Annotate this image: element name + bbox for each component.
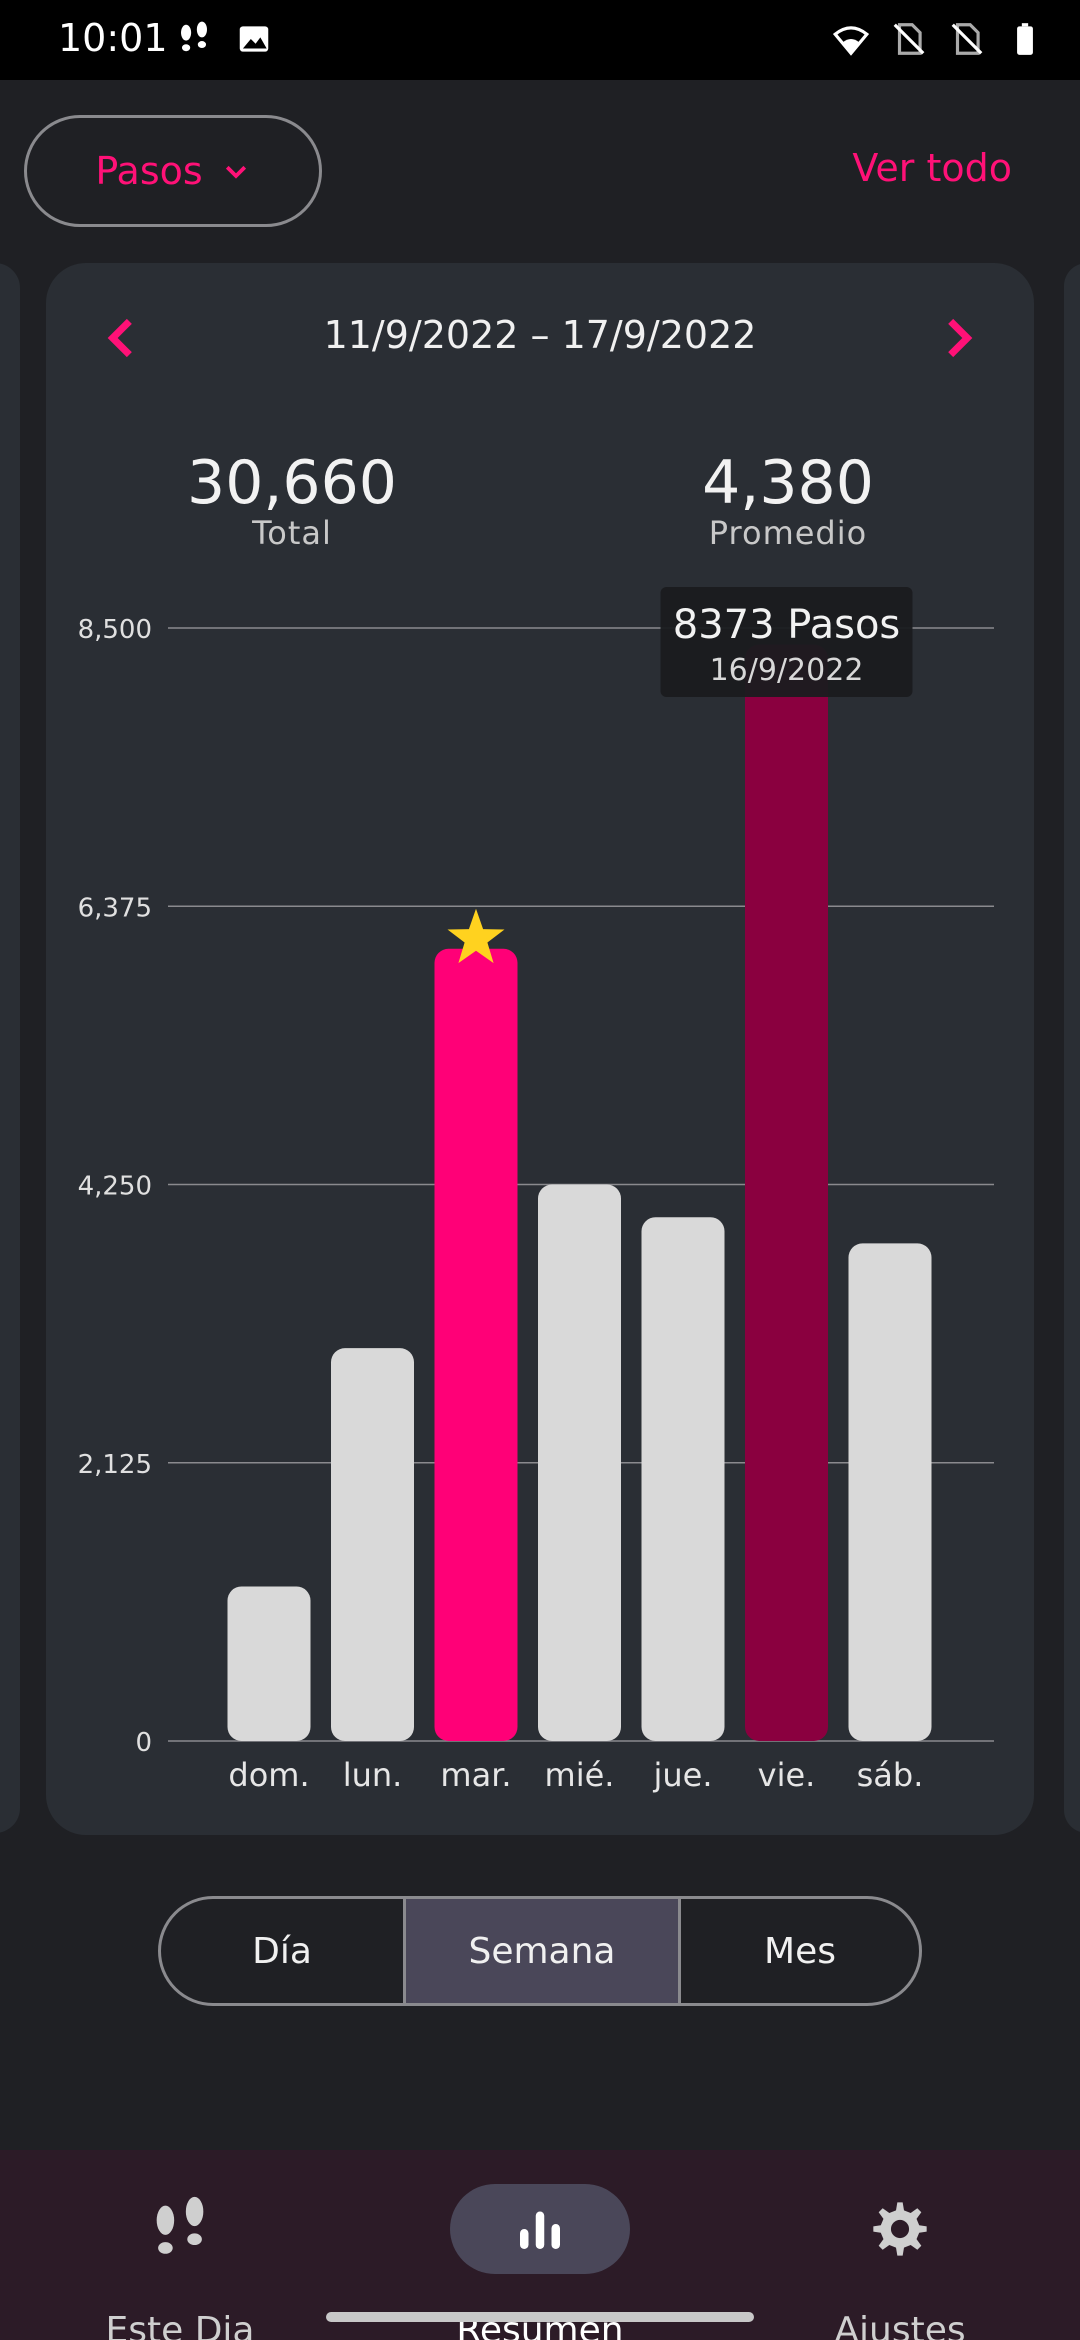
total-label: Total (252, 514, 332, 552)
metric-dropdown[interactable]: Pasos (24, 115, 322, 227)
home-indicator[interactable] (326, 2312, 754, 2322)
period-selector: Día Semana Mes (158, 1896, 922, 2006)
summary-card: 11/9/2022 – 17/9/2022 30,660 Total 4,380… (46, 263, 1034, 1835)
total-stat: 30,660 Total (142, 448, 442, 552)
battery-icon (1017, 23, 1033, 55)
wifi-icon (832, 26, 870, 56)
tab-semana[interactable]: Semana (406, 1899, 681, 2003)
chevron-down-icon (225, 165, 246, 179)
bar-chart-icon (520, 2211, 560, 2249)
app-screen: Pasos Ver todo 11/9/2022 – 17/9/2022 30,… (0, 80, 1080, 2340)
total-value: 30,660 (187, 448, 397, 518)
see-all-link[interactable]: Ver todo (852, 146, 1012, 190)
average-stat: 4,380 Promedio (638, 448, 938, 552)
image-icon (239, 26, 269, 52)
footsteps-icon (156, 2196, 204, 2254)
previous-card-peek[interactable] (0, 263, 20, 1833)
average-value: 4,380 (702, 448, 874, 518)
no-sim-icon (893, 23, 925, 55)
nav-label-ajustes: Ajustes (834, 2310, 966, 2340)
average-label: Promedio (708, 514, 868, 552)
chevron-left-icon[interactable] (96, 313, 146, 363)
metric-label: Pasos (95, 149, 203, 193)
date-range: 11/9/2022 – 17/9/2022 (323, 313, 757, 357)
gear-icon (873, 2202, 927, 2256)
tab-mes[interactable]: Mes (764, 1930, 836, 1972)
no-sim-icon (951, 23, 983, 55)
tab-dia[interactable]: Día (161, 1899, 406, 2003)
chevron-right-icon[interactable] (934, 313, 984, 363)
nav-label-este-dia: Este Dia (105, 2310, 255, 2340)
status-time: 10:01 (58, 16, 168, 60)
nav-ajustes[interactable]: Ajustes (720, 2150, 1080, 2340)
footsteps-icon (181, 21, 207, 52)
nav-este-dia[interactable]: Este Dia (0, 2150, 360, 2340)
bottom-navigation: Este Dia Resumen Ajustes (0, 2150, 1080, 2340)
status-bar: 10:01 (0, 0, 1080, 80)
next-card-peek[interactable] (1064, 263, 1080, 1833)
